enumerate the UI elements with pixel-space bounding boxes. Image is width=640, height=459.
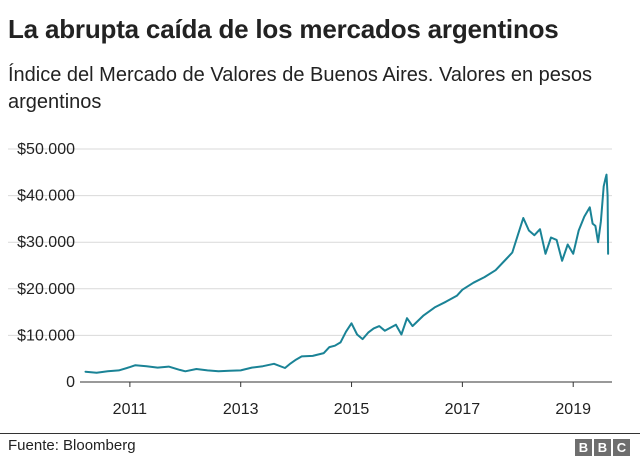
gridlines [8,148,612,336]
y-tick-label: $20.000 [17,281,75,298]
y-tick-label: $40.000 [17,188,75,205]
x-tick-label: 2019 [555,401,591,418]
source-note: Fuente: Bloomberg [8,437,136,454]
series-line [84,173,610,374]
y-tick-label: $50.000 [17,141,75,158]
chart-subtitle: Índice del Mercado de Valores de Buenos … [8,64,593,113]
y-tick-label: 0 [66,374,75,391]
x-tick-label: 2011 [113,401,148,418]
series-layer [84,173,610,374]
x-tick-label: 2013 [223,401,259,418]
bbc-logo: B B C [575,439,630,456]
y-axis-tick-labels: 0 $10.000 $20.000 $30.000 $40.000 $50.000 [17,141,75,391]
x-tick-label: 2015 [334,401,370,418]
bbc-logo-letter: B [594,439,611,456]
y-tick-label: $10.000 [17,327,75,344]
x-axis: 2011 2013 2015 2017 2019 [80,381,612,418]
y-tick-label: $30.000 [17,234,75,251]
footer-rule [0,433,640,434]
bbc-logo-letter: B [575,439,592,456]
chart-title: La abrupta caída de los mercados argenti… [8,14,559,44]
bbc-logo-letter: C [613,439,630,456]
x-tick-label: 2017 [445,401,481,418]
